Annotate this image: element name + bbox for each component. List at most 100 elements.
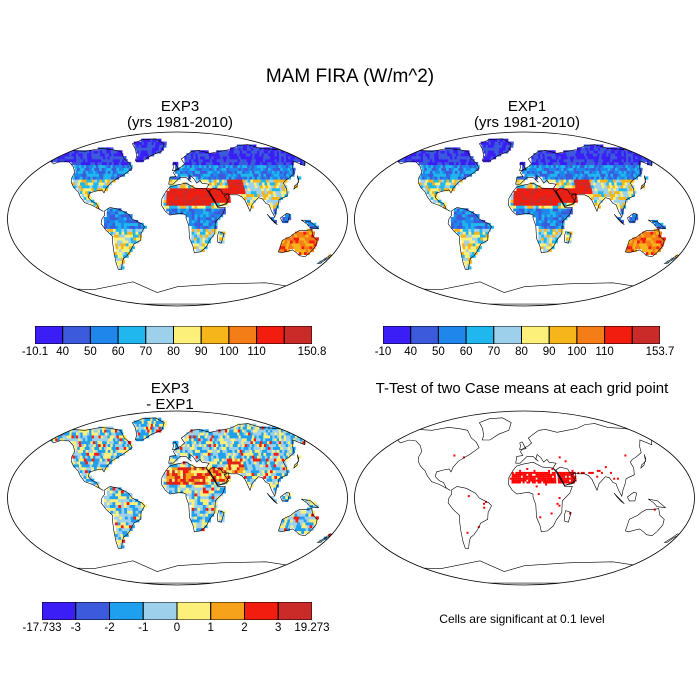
grid-cell <box>213 176 217 180</box>
grid-cell <box>459 214 463 218</box>
grid-cell <box>121 225 125 229</box>
grid-cell <box>464 159 468 163</box>
grid-cell <box>86 452 90 456</box>
grid-cell <box>74 461 78 465</box>
grid-cell <box>619 167 624 171</box>
grid-cell <box>196 472 200 476</box>
grid-cell <box>194 217 198 221</box>
grid-cell <box>193 525 197 529</box>
grid-cell <box>476 214 480 218</box>
grid-cell <box>283 443 287 447</box>
grid-cell <box>188 156 192 160</box>
grid-cell <box>191 222 195 226</box>
grid-cell <box>183 211 187 215</box>
grid-cell <box>619 153 623 157</box>
grid-cell <box>76 150 80 154</box>
grid-cell <box>547 211 551 215</box>
grid-cell <box>272 170 276 174</box>
grid-cell <box>203 214 207 218</box>
grid-cell <box>294 248 298 253</box>
grid-cell <box>124 443 128 447</box>
grid-cell <box>118 525 122 529</box>
grid-cell <box>97 170 102 174</box>
grid-cell <box>200 452 204 456</box>
grid-cell <box>87 432 91 436</box>
grid-cell <box>455 159 459 163</box>
grid-cell <box>83 179 87 183</box>
grid-cell <box>621 161 625 166</box>
grid-cell <box>113 455 117 459</box>
grid-cell <box>635 237 639 241</box>
grid-cell <box>628 248 632 253</box>
grid-cell <box>169 179 173 183</box>
grid-cell <box>454 164 459 168</box>
grid-cell <box>207 452 211 456</box>
grid-cell <box>266 164 270 168</box>
grid-cell <box>129 493 133 497</box>
grid-cell <box>175 449 179 453</box>
grid-cell <box>92 455 96 459</box>
grid-cell <box>229 170 233 174</box>
grid-cell <box>185 449 189 453</box>
grid-cell <box>241 440 245 445</box>
grid-cell <box>194 161 198 166</box>
grid-cell <box>186 438 190 442</box>
grid-cell <box>257 440 261 445</box>
grid-cell <box>280 167 284 171</box>
grid-cell <box>549 156 553 160</box>
grid-cell <box>183 484 187 488</box>
grid-cell <box>482 147 486 151</box>
grid-cell <box>544 167 548 171</box>
grid-cell <box>118 222 122 226</box>
grid-cell <box>111 167 115 171</box>
grid-cell <box>623 193 627 197</box>
grid-cell <box>180 449 184 453</box>
grid-cell <box>538 208 542 212</box>
grid-cell <box>577 185 581 189</box>
grid-cell <box>631 240 635 244</box>
grid-cell <box>82 150 86 154</box>
coastline-sumatra <box>613 213 625 226</box>
grid-cell <box>499 138 503 142</box>
grid-cell <box>103 455 107 459</box>
grid-cell <box>182 443 186 447</box>
grid-cell <box>138 234 142 238</box>
grid-cell <box>428 164 432 168</box>
grid-cell <box>280 469 285 474</box>
grid-cell <box>115 496 119 500</box>
grid-cell <box>196 527 200 532</box>
grid-cell <box>117 254 121 258</box>
grid-cell <box>121 257 125 261</box>
grid-cell <box>303 153 307 157</box>
grid-cell <box>174 487 178 491</box>
coastline-newGuinea <box>648 219 667 230</box>
grid-cell <box>590 193 594 197</box>
grid-cell <box>644 231 648 235</box>
grid-cell <box>188 501 192 505</box>
grid-cell <box>460 237 465 241</box>
grid-cell <box>429 159 434 163</box>
grid-cell <box>476 231 481 235</box>
grid-cell <box>621 199 626 203</box>
grid-cell <box>474 231 478 235</box>
grid-cell <box>632 156 637 160</box>
grid-cell <box>123 501 127 505</box>
grid-cell <box>205 501 209 505</box>
grid-cell <box>261 164 265 168</box>
grid-cell <box>103 438 107 442</box>
grid-cell <box>76 185 80 189</box>
grid-cell <box>544 222 548 226</box>
grid-cell <box>546 170 551 174</box>
grid-cell <box>69 435 73 439</box>
grid-cell <box>285 443 289 447</box>
grid-cell <box>540 188 544 192</box>
grid-cell <box>129 498 133 503</box>
grid-cell <box>188 222 192 226</box>
grid-cell <box>226 458 231 462</box>
grid-cell <box>504 144 508 148</box>
grid-cell <box>309 240 313 244</box>
grid-cell <box>188 153 192 157</box>
grid-cell <box>200 211 204 215</box>
grid-cell <box>496 150 500 154</box>
grid-cell <box>125 240 129 244</box>
